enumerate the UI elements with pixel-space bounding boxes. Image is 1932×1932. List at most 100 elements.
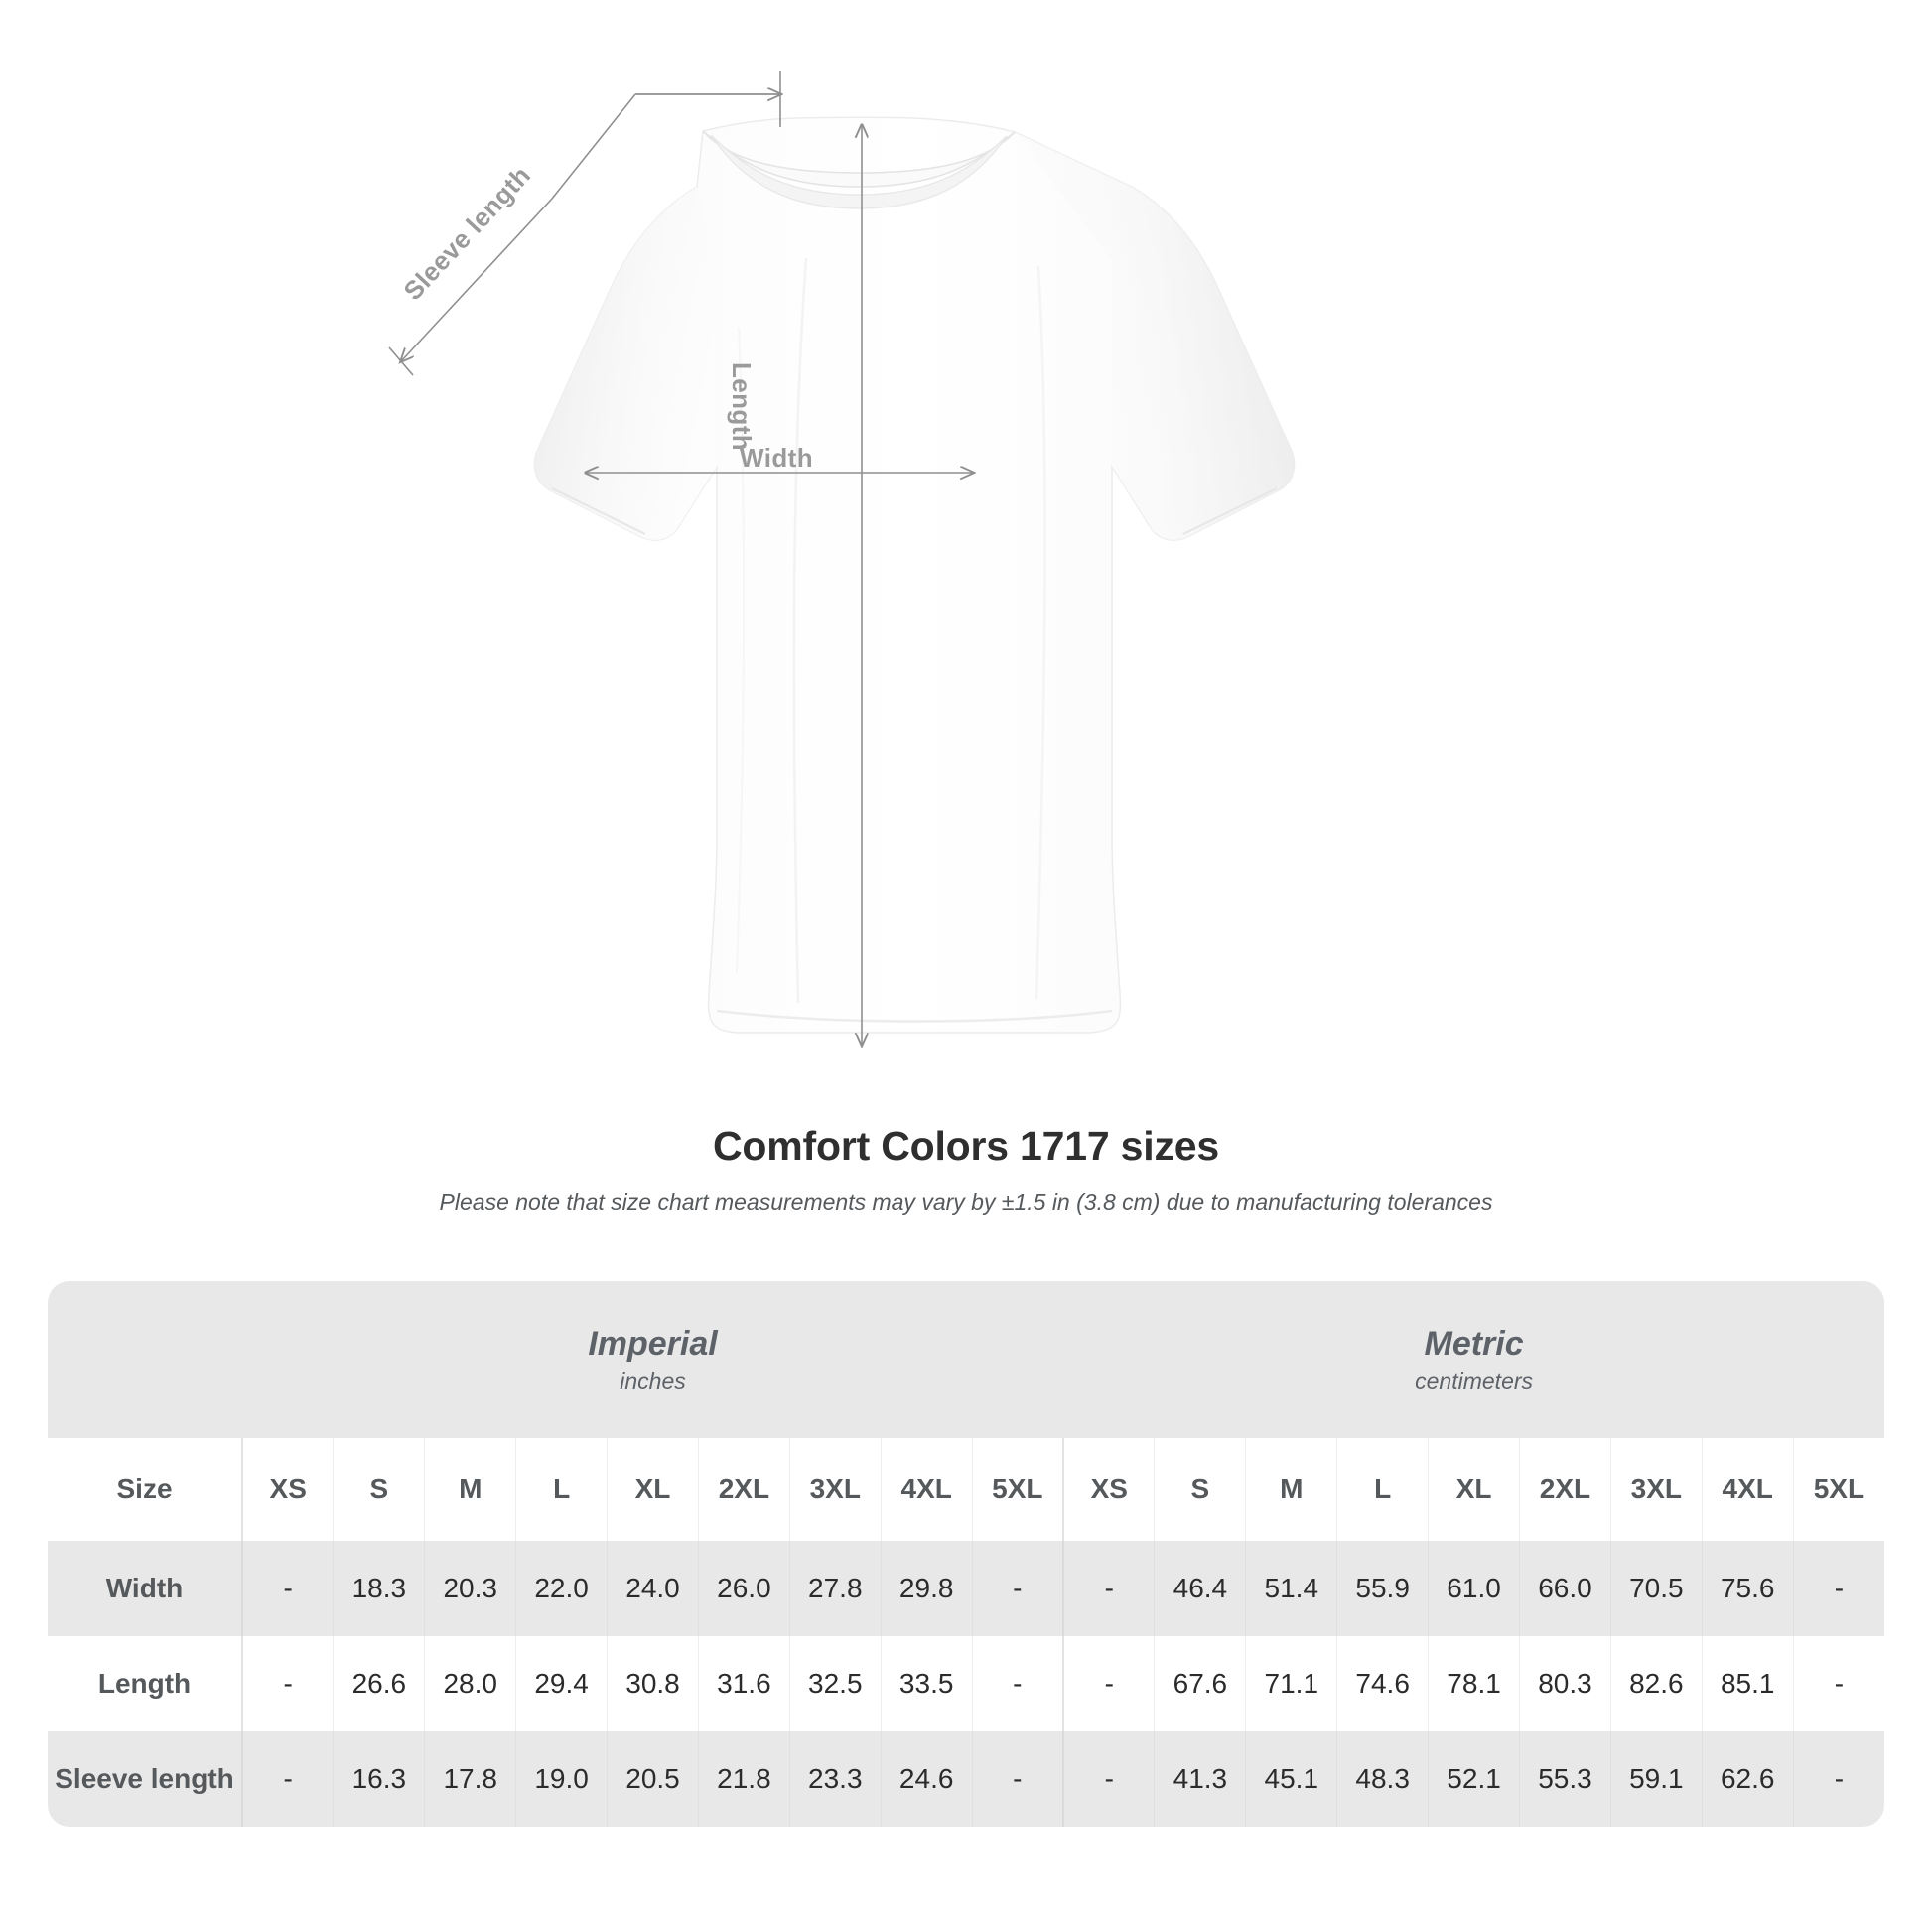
cell-sleeve-length-imperial-2xl: 21.8 xyxy=(697,1731,790,1827)
cell-sleeve-length-imperial-3xl: 23.3 xyxy=(788,1731,882,1827)
measurement-row-label: Sleeve length xyxy=(48,1731,242,1827)
tshirt-graphic xyxy=(533,116,1296,1034)
table-row: Sleeve length -16.3 17.8 19.0 20.5 21.8 23.3 24… xyxy=(48,1731,1885,1827)
size-chart-table-container: Imperial inches Metric centimeters Size XS S M L… xyxy=(48,1281,1885,1827)
right-sleeve-hem xyxy=(1182,487,1278,535)
cell-length-imperial-xl: 30.8 xyxy=(607,1636,699,1731)
sleeve-length-bend xyxy=(551,93,636,200)
tshirt-right-sleeve xyxy=(1015,132,1295,541)
cell-sleeve-length-metric-5xl: - xyxy=(1792,1731,1885,1827)
cell-width-imperial-m: 20.3 xyxy=(424,1541,516,1636)
cell-sleeve-length-imperial-m: 17.8 xyxy=(424,1731,516,1827)
cell-length-imperial-4xl: 33.5 xyxy=(880,1636,973,1731)
cell-width-imperial-3xl: 27.8 xyxy=(788,1541,882,1636)
cell-sleeve-length-imperial-s: 16.3 xyxy=(333,1731,425,1827)
cell-width-metric-s: 46.4 xyxy=(1154,1541,1246,1636)
unit-system-name: Metric xyxy=(1424,1325,1524,1364)
cell-sleeve-length-imperial-xs: - xyxy=(241,1731,334,1827)
cell-sleeve-length-metric-4xl: 62.6 xyxy=(1701,1731,1794,1827)
cell-length-imperial-xs: - xyxy=(241,1636,334,1731)
size-column-header-xl-imperial: XL xyxy=(607,1438,699,1541)
tshirt-left-sleeve xyxy=(534,187,717,541)
size-column-header-5xl-metric: 5XL xyxy=(1792,1438,1885,1541)
table-row: Length -26.6 28.0 29.4 30.8 31.6 32.5 33.5- -67.… xyxy=(48,1636,1885,1731)
chart-title-block: Comfort Colors 1717 sizes Please note th… xyxy=(0,1122,1932,1218)
size-column-header-5xl-imperial: 5XL xyxy=(971,1438,1064,1541)
cell-sleeve-length-imperial-5xl: - xyxy=(971,1731,1064,1827)
cell-sleeve-length-metric-3xl: 59.1 xyxy=(1609,1731,1703,1827)
fabric-fold-2 xyxy=(1035,265,1046,1000)
size-column-header-m-metric: M xyxy=(1245,1438,1337,1541)
unit-banner-corner xyxy=(48,1281,242,1438)
size-column-header-xs-metric: XS xyxy=(1062,1438,1155,1541)
tshirt-collar-outer xyxy=(702,130,1016,188)
cell-length-imperial-5xl: - xyxy=(971,1636,1064,1731)
size-column-header-2xl-imperial: 2XL xyxy=(697,1438,790,1541)
cell-width-imperial-xl: 24.0 xyxy=(607,1541,699,1636)
cell-width-metric-5xl: - xyxy=(1792,1541,1885,1636)
cell-sleeve-length-metric-s: 41.3 xyxy=(1154,1731,1246,1827)
size-column-header-xs-imperial: XS xyxy=(241,1438,334,1541)
cell-length-metric-xs: - xyxy=(1062,1636,1155,1731)
size-column-header-3xl-metric: 3XL xyxy=(1609,1438,1703,1541)
size-chart-table: Imperial inches Metric centimeters Size XS S M L… xyxy=(48,1281,1885,1827)
tshirt-bottom-hem xyxy=(716,1009,1113,1023)
cell-length-imperial-l: 29.4 xyxy=(515,1636,608,1731)
cell-sleeve-length-metric-m: 45.1 xyxy=(1245,1731,1337,1827)
cell-length-metric-l: 74.6 xyxy=(1336,1636,1429,1731)
cell-width-imperial-s: 18.3 xyxy=(333,1541,425,1636)
tshirt-collar-inner xyxy=(710,134,1008,209)
cell-length-metric-m: 71.1 xyxy=(1245,1636,1337,1731)
cell-length-metric-4xl: 85.1 xyxy=(1701,1636,1794,1731)
size-column-header-s-imperial: S xyxy=(333,1438,425,1541)
sleeve-length-end-tick xyxy=(388,346,414,376)
size-column-header-4xl-imperial: 4XL xyxy=(880,1438,973,1541)
cell-width-metric-2xl: 66.0 xyxy=(1519,1541,1611,1636)
tolerance-note: Please note that size chart measurements… xyxy=(439,1189,1493,1216)
length-label: Length xyxy=(727,362,757,451)
sleeve-length-label: Sleeve length xyxy=(397,160,536,306)
measurement-row-label: Width xyxy=(48,1541,242,1636)
cell-width-imperial-l: 22.0 xyxy=(515,1541,608,1636)
cell-length-metric-3xl: 82.6 xyxy=(1609,1636,1703,1731)
left-sleeve-hem xyxy=(551,487,646,535)
fabric-fold-3 xyxy=(736,327,746,974)
size-header-label: Size xyxy=(48,1438,242,1541)
cell-length-imperial-s: 26.6 xyxy=(333,1636,425,1731)
cell-sleeve-length-metric-xl: 52.1 xyxy=(1428,1731,1520,1827)
cell-length-metric-5xl: - xyxy=(1792,1636,1885,1731)
cell-width-metric-xl: 61.0 xyxy=(1428,1541,1520,1636)
tshirt-measurement-illustration: Width Length Sleeve length xyxy=(388,71,1296,1102)
cell-length-metric-2xl: 80.3 xyxy=(1519,1636,1611,1731)
cell-width-metric-3xl: 70.5 xyxy=(1609,1541,1703,1636)
size-column-header-3xl-imperial: 3XL xyxy=(788,1438,882,1541)
unit-banner-row: Imperial inches Metric centimeters xyxy=(48,1281,1885,1438)
cell-sleeve-length-imperial-l: 19.0 xyxy=(515,1731,608,1827)
cell-sleeve-length-imperial-xl: 20.5 xyxy=(607,1731,699,1827)
cell-width-imperial-5xl: - xyxy=(971,1541,1064,1636)
dimension-lines xyxy=(388,71,973,1045)
unit-banner-metric: Metric centimeters xyxy=(1063,1281,1885,1438)
cell-width-metric-l: 55.9 xyxy=(1336,1541,1429,1636)
width-label: Width xyxy=(740,443,813,473)
size-column-header-4xl-metric: 4XL xyxy=(1701,1438,1794,1541)
unit-system-name: Imperial xyxy=(588,1325,718,1364)
cell-length-imperial-m: 28.0 xyxy=(424,1636,516,1731)
fabric-fold-1 xyxy=(792,257,808,1004)
size-column-header-2xl-metric: 2XL xyxy=(1519,1438,1611,1541)
cell-sleeve-length-metric-xs: - xyxy=(1062,1731,1155,1827)
unit-banner-imperial: Imperial inches xyxy=(242,1281,1064,1438)
size-column-header-m-imperial: M xyxy=(424,1438,516,1541)
size-column-header-xl-metric: XL xyxy=(1428,1438,1520,1541)
cell-width-imperial-4xl: 29.8 xyxy=(880,1541,973,1636)
cell-sleeve-length-metric-2xl: 55.3 xyxy=(1519,1731,1611,1827)
unit-system-subtitle: centimeters xyxy=(1415,1368,1534,1395)
size-column-header-s-metric: S xyxy=(1154,1438,1246,1541)
cell-width-metric-xs: - xyxy=(1062,1541,1155,1636)
sleeve-length-dimension-line xyxy=(401,198,553,361)
size-header-row: Size XS S M L XL 2XL 3XL 4XL 5XL XS S M L XL 2XL 3XL 4XL 5… xyxy=(48,1438,1885,1541)
cell-length-imperial-2xl: 31.6 xyxy=(697,1636,790,1731)
cell-length-metric-s: 67.6 xyxy=(1154,1636,1246,1731)
cell-width-metric-4xl: 75.6 xyxy=(1701,1541,1794,1636)
unit-system-subtitle: inches xyxy=(620,1368,686,1395)
